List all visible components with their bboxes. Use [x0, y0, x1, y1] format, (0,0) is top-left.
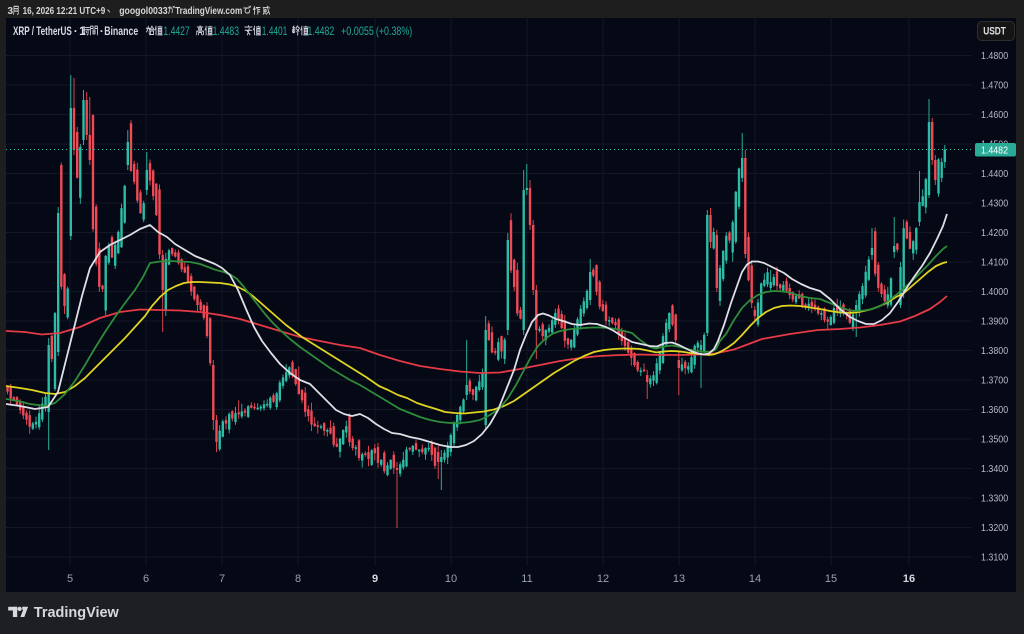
svg-text:11: 11: [521, 573, 532, 585]
svg-text:1.4427: 1.4427: [163, 24, 190, 38]
svg-text:3: 3: [8, 6, 14, 17]
svg-text:8: 8: [295, 573, 301, 585]
svg-text:1.4300: 1.4300: [981, 197, 1008, 209]
svg-text:1.3100: 1.3100: [981, 551, 1008, 563]
svg-text:·: ·: [100, 24, 104, 38]
svg-text:1.4482: 1.4482: [981, 146, 1008, 157]
svg-text:1.4482: 1.4482: [308, 24, 335, 38]
svg-text:TradingView.com: TradingView.com: [175, 6, 242, 17]
svg-text:9: 9: [372, 573, 378, 585]
svg-text:XRP / TetherUS: XRP / TetherUS: [13, 24, 72, 38]
svg-text:16, 2026 12:21 UTC+9: 16, 2026 12:21 UTC+9: [23, 6, 106, 17]
svg-text:1.4483: 1.4483: [213, 24, 240, 38]
svg-text:1.3400: 1.3400: [981, 463, 1008, 475]
svg-text:1.4200: 1.4200: [981, 227, 1008, 239]
svg-text:1.3500: 1.3500: [981, 433, 1008, 445]
svg-text:12: 12: [597, 573, 609, 585]
svg-text:15: 15: [825, 573, 837, 585]
svg-text:1.4100: 1.4100: [981, 256, 1008, 268]
svg-text:6: 6: [143, 573, 149, 585]
svg-text:1.3700: 1.3700: [981, 374, 1008, 386]
svg-text:16: 16: [903, 573, 915, 585]
svg-text:+0.0055: +0.0055: [341, 24, 374, 38]
svg-text:7: 7: [219, 573, 225, 585]
svg-text:1.4401: 1.4401: [262, 24, 288, 38]
svg-text:1.4800: 1.4800: [981, 50, 1008, 62]
svg-text:1.4000: 1.4000: [981, 286, 1008, 298]
svg-text:Binance: Binance: [104, 24, 138, 38]
svg-text:1.4600: 1.4600: [981, 109, 1008, 121]
svg-text:1.4400: 1.4400: [981, 168, 1008, 180]
svg-text:13: 13: [673, 573, 685, 585]
svg-text:1.3300: 1.3300: [981, 492, 1008, 504]
svg-text:5: 5: [67, 573, 73, 585]
svg-text:googol0033: googol0033: [119, 6, 168, 17]
svg-text:1.4700: 1.4700: [981, 79, 1008, 91]
svg-text:14: 14: [749, 573, 761, 585]
svg-text:USDT: USDT: [983, 25, 1006, 37]
svg-text:10: 10: [445, 573, 457, 585]
svg-text:1.3200: 1.3200: [981, 522, 1008, 534]
svg-text:1.3600: 1.3600: [981, 404, 1008, 416]
svg-text:1.3900: 1.3900: [981, 315, 1008, 327]
svg-text:1.3800: 1.3800: [981, 345, 1008, 357]
svg-text:(+0.38%): (+0.38%): [376, 24, 412, 38]
svg-text:·: ·: [74, 24, 78, 38]
svg-text:TradingView: TradingView: [34, 605, 120, 621]
